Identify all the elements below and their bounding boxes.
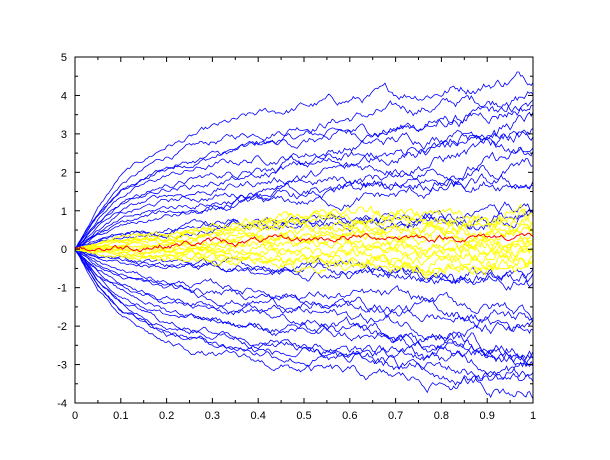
x-tick-label: 0.8 bbox=[434, 410, 449, 422]
path-line-6-2 bbox=[75, 248, 533, 335]
y-tick-label: 3 bbox=[61, 129, 67, 141]
x-tick-label: 1 bbox=[530, 410, 536, 422]
path-line-5-1 bbox=[75, 248, 533, 285]
path-line-8-0 bbox=[75, 248, 533, 366]
band-line-1 bbox=[75, 248, 533, 280]
band-line-10 bbox=[75, 218, 533, 250]
path-line-4-2 bbox=[75, 201, 533, 250]
band-line-2 bbox=[75, 247, 533, 274]
x-tick-label: 0 bbox=[72, 410, 78, 422]
path-line-7-0 bbox=[75, 248, 533, 341]
band-line-8 bbox=[75, 227, 533, 251]
path-line-0-1 bbox=[75, 91, 533, 250]
path-line-9-1 bbox=[75, 248, 533, 380]
x-tick-label: 0.5 bbox=[296, 410, 311, 422]
x-tick-label: 0.9 bbox=[480, 410, 495, 422]
y-tick-label: -4 bbox=[57, 398, 67, 410]
y-tick-label: 0 bbox=[61, 244, 67, 256]
path-line-6-0 bbox=[75, 248, 533, 320]
path-line-5-2 bbox=[75, 248, 533, 291]
x-tick-label: 0.7 bbox=[388, 410, 403, 422]
y-tick-label: -1 bbox=[57, 283, 67, 295]
path-line-9-2 bbox=[75, 248, 533, 400]
band-line-11 bbox=[75, 210, 533, 250]
path-line-1-0 bbox=[75, 129, 533, 250]
path-line-0-2 bbox=[75, 71, 533, 250]
path-line-1-2 bbox=[75, 104, 533, 250]
band-line-0 bbox=[75, 248, 533, 276]
band-line-12 bbox=[75, 209, 533, 250]
y-tick-label: 2 bbox=[61, 167, 67, 179]
path-line-3-1 bbox=[75, 178, 533, 250]
y-tick-label: -2 bbox=[57, 321, 67, 333]
x-tick-label: 0.4 bbox=[251, 410, 266, 422]
axes bbox=[74, 56, 534, 404]
tick-labels: 0 0.1 0.2 0.3 0.4 0.5 0.6 0.7 0.8 0.9 1 5 4 3 2 1 0 -1 -2 -… bbox=[57, 52, 536, 422]
path-line-7-1 bbox=[75, 248, 533, 360]
path-line-3-2 bbox=[75, 157, 533, 250]
x-tick-label: 0.6 bbox=[342, 410, 357, 422]
y-tick-label: 5 bbox=[61, 52, 67, 64]
band-line-4 bbox=[75, 241, 533, 264]
path-line-2-1 bbox=[75, 136, 533, 250]
path-line-6-1 bbox=[75, 248, 533, 322]
path-line-2-2 bbox=[75, 127, 533, 250]
path-line-1-1 bbox=[75, 111, 533, 250]
band-line-3 bbox=[75, 245, 533, 266]
band-line-13 bbox=[75, 203, 533, 250]
y-tick-label: 1 bbox=[61, 206, 67, 218]
path-line-8-2 bbox=[75, 249, 533, 386]
path-line-3-0 bbox=[75, 173, 533, 250]
x-tick-label: 0.3 bbox=[205, 410, 220, 422]
y-tick-label: -3 bbox=[57, 360, 67, 372]
x-tick-label: 0.2 bbox=[159, 410, 174, 422]
x-tick-label: 0.1 bbox=[113, 410, 128, 422]
path-line-7-2 bbox=[75, 248, 533, 366]
path-line-0-0 bbox=[75, 99, 533, 250]
path-line-9-0 bbox=[75, 249, 533, 363]
plot-area bbox=[75, 71, 533, 400]
y-tick-label: 4 bbox=[61, 90, 67, 102]
path-line-2-0 bbox=[75, 147, 533, 250]
mean-line bbox=[75, 232, 533, 253]
